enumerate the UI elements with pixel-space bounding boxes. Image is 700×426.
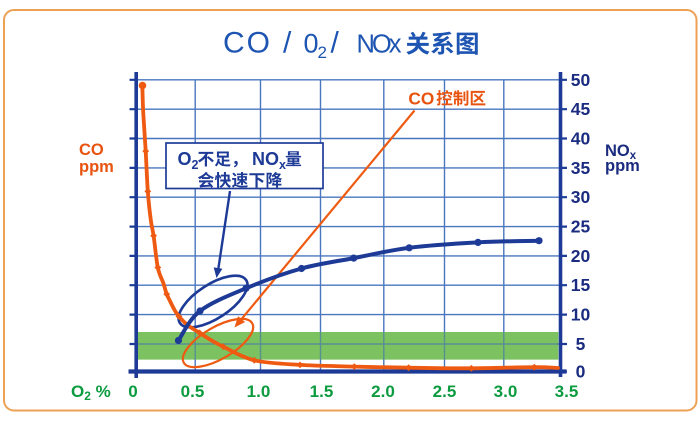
svg-text:20: 20 [571, 246, 591, 266]
svg-text:3.5: 3.5 [555, 382, 579, 401]
svg-text:NOx: NOx [357, 31, 402, 59]
svg-text:25: 25 [571, 217, 591, 237]
svg-text:3.0: 3.0 [494, 382, 518, 401]
svg-text:1.5: 1.5 [310, 382, 334, 401]
svg-text:10: 10 [571, 305, 591, 325]
svg-text:2.0: 2.0 [371, 382, 395, 401]
svg-text:0: 0 [576, 362, 586, 382]
svg-text:/: / [283, 27, 292, 60]
svg-text:2: 2 [318, 43, 327, 62]
svg-text:NOx: NOx [605, 142, 637, 162]
svg-text:0.5: 0.5 [181, 382, 205, 401]
svg-text:35: 35 [571, 158, 591, 178]
svg-text:ppm: ppm [79, 158, 114, 176]
svg-text:NOx: NOx [252, 149, 286, 172]
svg-text:5: 5 [576, 334, 586, 354]
svg-text:CO: CO [223, 27, 270, 60]
svg-text:O2 %: O2 % [71, 382, 111, 403]
svg-text:50: 50 [571, 70, 591, 90]
svg-text:0: 0 [304, 29, 319, 59]
svg-text:40: 40 [571, 129, 591, 149]
svg-text:CO: CO [79, 141, 104, 159]
svg-text:CO: CO [408, 88, 434, 108]
svg-text:45: 45 [571, 99, 591, 119]
svg-text:ppm: ppm [605, 157, 640, 175]
svg-text:2.5: 2.5 [433, 382, 457, 401]
svg-text:1.0: 1.0 [247, 382, 271, 401]
svg-text:30: 30 [571, 187, 591, 207]
svg-text:/: / [331, 27, 340, 60]
svg-text:0: 0 [128, 382, 137, 401]
svg-text:15: 15 [571, 275, 591, 295]
